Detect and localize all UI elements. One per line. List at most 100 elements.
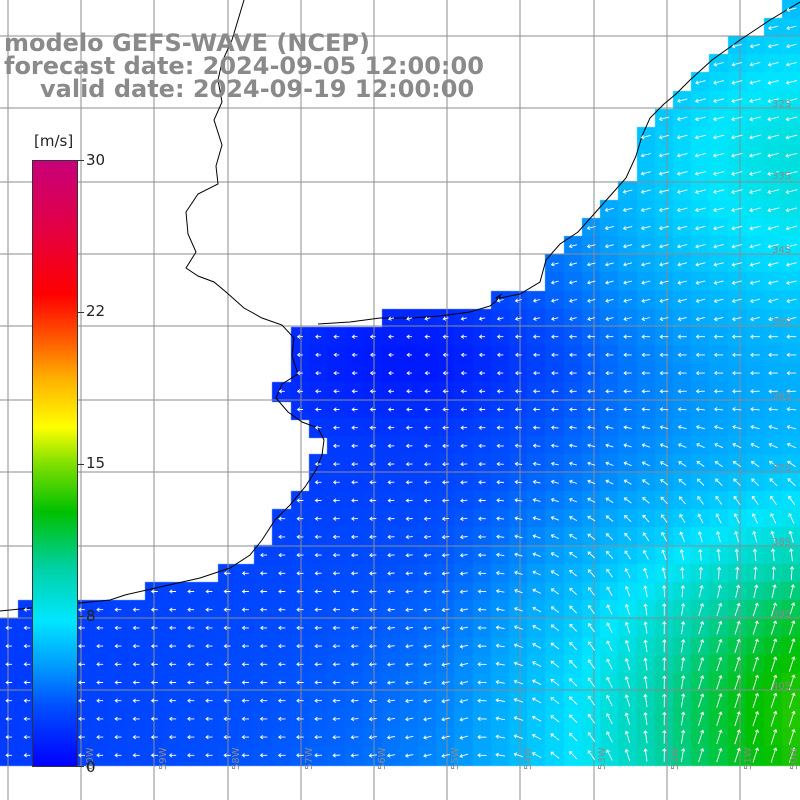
wind-arrow (532, 298, 541, 303)
wind-arrow (315, 370, 322, 376)
wind-arrow (716, 674, 723, 690)
wind-arrow (661, 531, 668, 542)
wind-arrow (132, 698, 140, 703)
wind-arrow (368, 680, 377, 685)
wind-arrow (587, 334, 596, 339)
wind-arrow (713, 425, 724, 430)
wind-arrow (495, 679, 505, 685)
wind-arrow (478, 498, 486, 503)
wind-arrow (241, 625, 249, 631)
wind-arrow (405, 571, 413, 576)
wind-arrow (442, 334, 449, 339)
colorbar (32, 160, 78, 767)
wind-arrow (695, 334, 705, 339)
wind-arrow (730, 171, 743, 176)
wind-arrow (624, 532, 632, 541)
wind-arrow (169, 625, 176, 631)
wind-arrow (587, 623, 595, 633)
wind-arrow (604, 207, 615, 212)
wind-arrow (478, 316, 486, 321)
wind-arrow (712, 134, 725, 140)
wind-arrow (78, 753, 85, 758)
colorbar-tick (78, 160, 84, 161)
wind-arrow (332, 698, 341, 703)
wind-arrow (749, 43, 761, 49)
wind-arrow (296, 734, 304, 740)
wind-arrow (241, 571, 249, 576)
wind-arrow (78, 680, 85, 685)
wind-arrow (695, 389, 705, 394)
wind-arrow (23, 607, 31, 612)
wind-arrow (460, 334, 467, 339)
wind-arrow (785, 225, 798, 231)
wind-arrow (695, 352, 705, 358)
wind-arrow (624, 730, 631, 744)
wind-arrow (332, 534, 340, 540)
wind-arrow (169, 607, 176, 612)
wind-arrow (587, 352, 595, 358)
latitude-label: 37S (772, 463, 792, 474)
wind-arrow (606, 604, 613, 615)
wind-arrow (749, 152, 761, 158)
longitude-label: 57W (304, 747, 315, 770)
wind-arrow (786, 25, 797, 31)
wind-arrow (296, 571, 304, 576)
wind-arrow (680, 747, 686, 762)
wind-arrow (697, 531, 703, 543)
wind-arrow (678, 461, 687, 467)
wind-arrow (405, 425, 413, 430)
wind-arrow (733, 478, 741, 486)
wind-arrow (150, 680, 158, 685)
wind-arrow (750, 316, 760, 322)
wind-arrow (241, 753, 250, 758)
wind-arrow (513, 643, 524, 648)
wind-arrow (532, 334, 541, 339)
wind-arrow (677, 389, 687, 394)
wind-arrow (442, 389, 449, 394)
wind-arrow (730, 134, 743, 140)
wind-arrow (550, 606, 560, 613)
wind-arrow (368, 735, 377, 740)
wind-arrow (350, 698, 359, 703)
wind-arrow (168, 716, 177, 722)
wind-arrow (767, 61, 779, 67)
wind-arrow (734, 656, 741, 672)
wind-arrow (478, 443, 486, 449)
wind-arrow (641, 461, 650, 467)
wind-arrow (405, 461, 413, 467)
wind-arrow (713, 370, 724, 376)
wind-arrow (495, 734, 505, 739)
wind-arrow (569, 678, 578, 687)
wind-arrow (333, 389, 340, 394)
wind-arrow (478, 461, 486, 467)
wind-arrow (223, 589, 231, 594)
wind-arrow (532, 624, 542, 631)
wind-arrow (477, 552, 487, 558)
wind-arrow (532, 661, 542, 667)
wind-arrow (460, 352, 467, 358)
wind-arrow (23, 643, 31, 649)
wind-arrow (332, 461, 340, 467)
wind-arrow (478, 352, 485, 358)
wind-arrow (460, 316, 467, 321)
wind-arrow (715, 513, 722, 524)
wind-arrow (750, 460, 760, 468)
wind-arrow (569, 660, 578, 669)
wind-arrow (405, 498, 413, 503)
wind-arrow (605, 298, 614, 303)
wind-arrow (423, 625, 432, 631)
wind-arrow (168, 680, 177, 685)
wind-arrow (423, 607, 432, 612)
wind-arrow (332, 498, 340, 503)
wind-arrow (623, 280, 633, 285)
wind-arrow (332, 625, 341, 631)
wind-arrow (424, 370, 431, 376)
wind-arrow (150, 716, 158, 722)
wind-arrow (731, 334, 742, 339)
wind-arrow (496, 534, 505, 539)
wind-arrow (662, 675, 667, 690)
wind-arrow (698, 747, 705, 763)
wind-arrow (752, 638, 759, 654)
wind-arrow (387, 389, 394, 394)
wind-arrow (750, 352, 760, 358)
